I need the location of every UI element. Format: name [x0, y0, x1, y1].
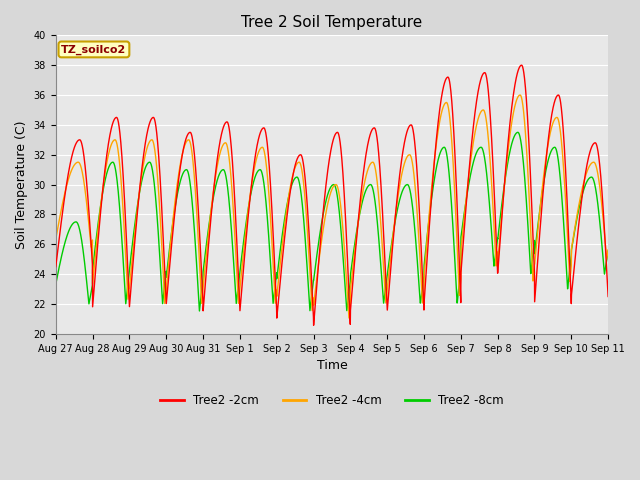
Text: TZ_soilco2: TZ_soilco2 — [61, 44, 127, 55]
Title: Tree 2 Soil Temperature: Tree 2 Soil Temperature — [241, 15, 422, 30]
Y-axis label: Soil Temperature (C): Soil Temperature (C) — [15, 120, 28, 249]
X-axis label: Time: Time — [317, 359, 348, 372]
Legend: Tree2 -2cm, Tree2 -4cm, Tree2 -8cm: Tree2 -2cm, Tree2 -4cm, Tree2 -8cm — [156, 389, 508, 411]
